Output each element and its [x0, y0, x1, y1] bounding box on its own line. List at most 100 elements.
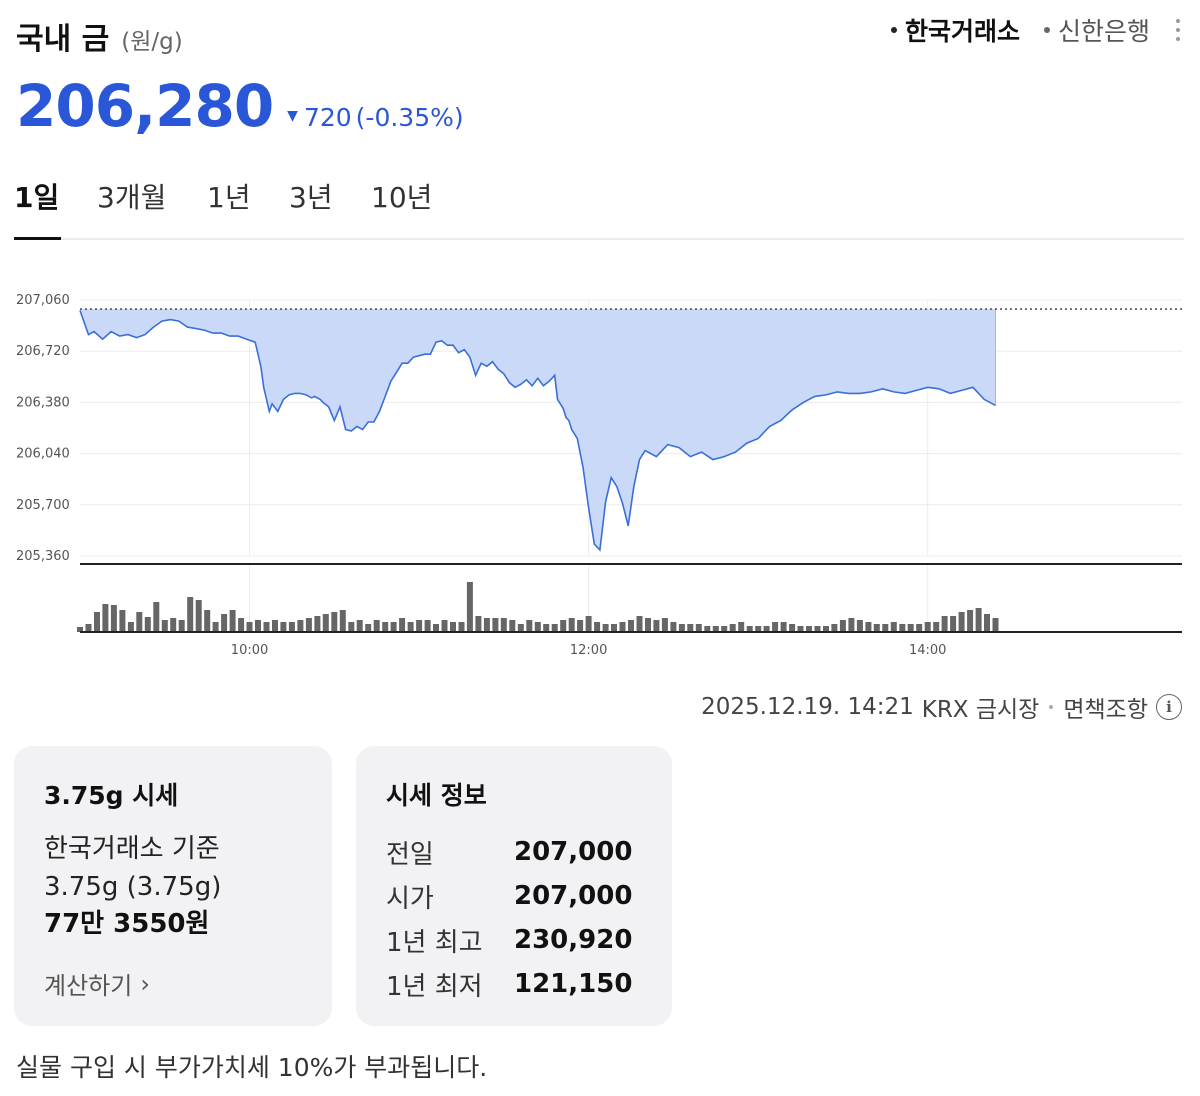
volume-bar [958, 612, 965, 632]
volume-bar [212, 622, 219, 632]
volume-bar [941, 616, 948, 632]
volume-bar [763, 626, 770, 632]
info-label: 1년 최저 [386, 971, 483, 1002]
info-row-prev-close: 전일 207,000 [386, 830, 642, 874]
calculate-link[interactable]: 계산하기 › [44, 966, 302, 1001]
volume-bar [416, 620, 423, 632]
tab-1y[interactable]: 1년 [207, 181, 251, 214]
volume-bar [119, 610, 126, 632]
volume-bar [865, 622, 872, 632]
volume-bar [390, 622, 397, 632]
volume-bar [568, 618, 575, 632]
volume-bar [924, 622, 931, 632]
volume-bar [975, 608, 982, 632]
volume-bar [746, 626, 753, 632]
calculate-label: 계산하기 [44, 972, 133, 1000]
volume-bar [348, 622, 355, 632]
volume-bar [577, 620, 584, 632]
volume-bar [314, 616, 321, 632]
tab-3y[interactable]: 3년 [289, 181, 333, 214]
volume-bar [161, 620, 168, 632]
tab-3m[interactable]: 3개월 [97, 181, 167, 214]
tab-1d[interactable]: 1일 [14, 181, 60, 214]
volume-bar [636, 616, 643, 632]
volume-bar [738, 622, 745, 632]
volume-bar [77, 627, 83, 632]
price-chart[interactable]: 207,060 206,720 206,380 206,040 205,700 205,3… [0, 280, 1200, 672]
info-circle-icon[interactable]: i [1156, 694, 1182, 720]
gram-weight: 3.75g (3.75g) [44, 872, 222, 902]
x-tick-label: 12:00 [570, 643, 607, 658]
volume-bar [695, 624, 702, 632]
volume-bar [127, 622, 134, 632]
volume-bar [984, 614, 990, 632]
y-tick-label: 205,700 [16, 498, 70, 513]
volume-bar [204, 610, 211, 632]
y-tick-label: 207,060 [16, 293, 70, 308]
info-row-52w-high: 1년 최고 230,920 [386, 918, 642, 962]
volume-bar [645, 618, 651, 632]
info-label: 시가 [386, 883, 434, 914]
volume-bar [331, 612, 338, 632]
volume-bar [678, 624, 685, 632]
update-datetime: 2025.12.19. 14:21 [701, 694, 914, 720]
volume-bar [687, 624, 694, 632]
volume-bar [907, 624, 914, 632]
volume-bar [475, 616, 482, 632]
volume-bar [102, 604, 109, 632]
volume-bar [950, 616, 957, 632]
source-shinhan[interactable]: 신한은행 [1043, 12, 1150, 48]
info-label: 1년 최고 [386, 927, 483, 958]
volume-bar [433, 624, 439, 632]
volume-bar [288, 622, 295, 632]
volume-bar [195, 600, 202, 632]
volume-bar [305, 618, 312, 632]
price-unit: (원/g) [121, 29, 183, 55]
data-source-info: 2025.12.19. 14:21 KRX 금시장 면책조항 i [701, 690, 1182, 724]
volume-bar [933, 622, 940, 632]
volume-bar [882, 624, 889, 632]
source-krx-label: 한국거래소 [904, 17, 1020, 46]
disclaimer-link[interactable]: 면책조항 [1063, 697, 1148, 723]
volume-bar [280, 622, 287, 632]
volume-bar [492, 618, 499, 632]
info-value: 230,920 [514, 925, 633, 955]
info-value: 207,000 [514, 881, 633, 911]
volume-bar [551, 624, 558, 632]
volume-bar [458, 622, 465, 632]
asset-name: 국내 금 [16, 22, 110, 57]
volume-bar [263, 622, 270, 632]
info-value: 207,000 [514, 837, 633, 867]
tab-10y[interactable]: 10년 [371, 181, 433, 214]
volume-bar [500, 618, 507, 632]
more-vertical-icon[interactable] [1174, 19, 1182, 41]
price-info-card: 시세 정보 전일 207,000 시가 207,000 1년 최고 230,92… [356, 746, 672, 1026]
x-tick-label: 10:00 [231, 643, 268, 658]
volume-bar [729, 624, 736, 632]
volume-bar [255, 620, 261, 632]
volume-bar [144, 617, 151, 632]
gram-card-title: 3.75g 시세 [44, 781, 179, 810]
source-krx[interactable]: 한국거래소 [890, 12, 1020, 48]
volume-bar [85, 624, 92, 632]
volume-bar [466, 582, 473, 632]
volume-bar [526, 620, 533, 632]
chevron-right-icon: › [140, 969, 150, 998]
volume-bar [534, 622, 541, 632]
volume-bar [712, 626, 719, 632]
volume-bar [560, 620, 567, 632]
bullet-icon [890, 27, 897, 33]
volume-bar [704, 626, 711, 632]
volume-bar [856, 620, 863, 632]
bullet-icon [1043, 27, 1050, 33]
volume-bar [721, 626, 728, 632]
volume-bar [509, 620, 516, 632]
current-price: 206,280 [16, 72, 274, 140]
volume-bar [628, 620, 634, 632]
volume-bar [916, 624, 923, 632]
volume-bar [229, 610, 236, 632]
volume-bar [424, 620, 431, 632]
volume-bar [221, 614, 228, 632]
y-tick-label: 205,360 [16, 549, 70, 564]
volume-bar [653, 620, 660, 632]
